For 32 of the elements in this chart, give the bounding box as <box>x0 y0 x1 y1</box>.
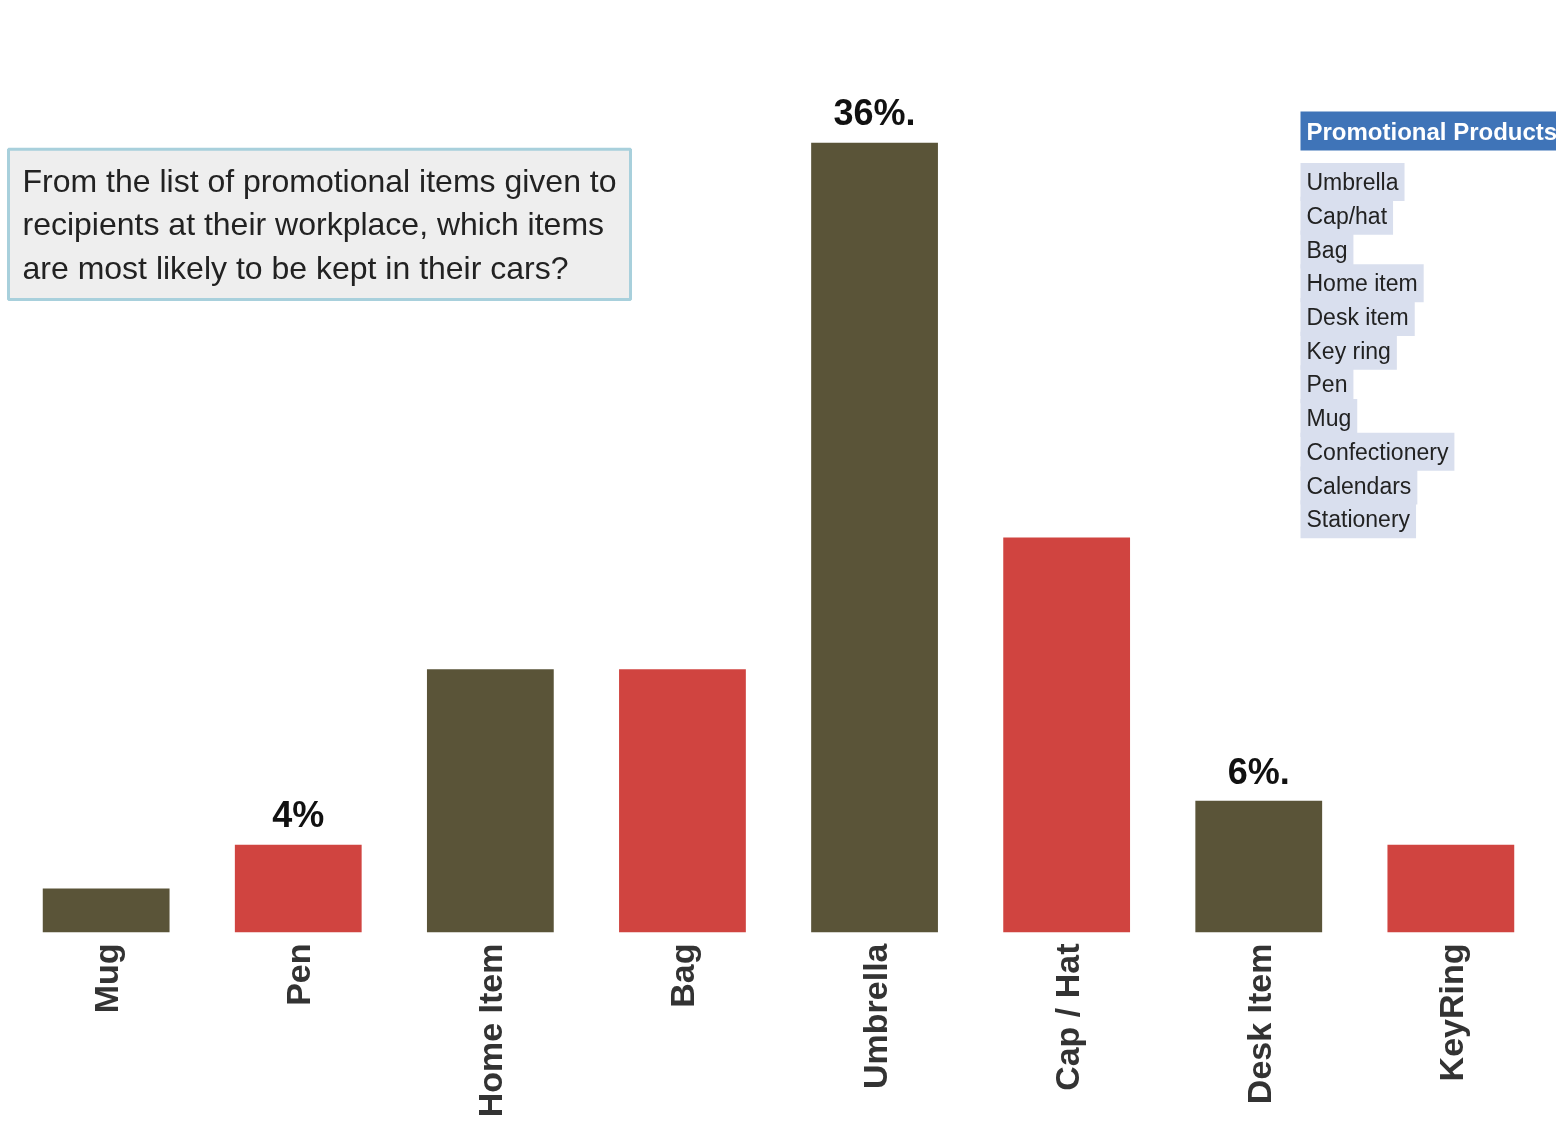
annotation: Desk item <box>1306 303 1409 330</box>
bar <box>811 142 938 933</box>
x-tick-label: Cap / Hat <box>1047 943 1086 1091</box>
bar <box>1003 537 1131 933</box>
x-tick-label: KeyRing <box>1431 943 1470 1082</box>
annotation: Cap/hat <box>1306 202 1388 229</box>
annotation: Bag <box>1306 236 1348 263</box>
x-tick-label: Desk Item <box>1239 943 1278 1105</box>
annotation: Mug <box>1306 405 1352 432</box>
annotation: Pen <box>1306 371 1348 398</box>
bar <box>426 669 554 933</box>
annotation: Key ring <box>1306 337 1391 364</box>
data-label: 36%. <box>833 92 916 134</box>
x-tick-label: Bag <box>663 943 702 1008</box>
x-tick-label: Mug <box>87 943 126 1014</box>
data-label: 6%. <box>1227 750 1290 792</box>
text: From the list of promotional items given to recipients at their workplace, which items are most likely to be kept in their cars? <box>22 163 617 286</box>
bar <box>1195 800 1323 933</box>
annotation: Umbrella <box>1306 169 1399 196</box>
x-tick-label: Home Item <box>471 943 510 1118</box>
annotation: Promotional Products <box>1306 117 1556 145</box>
data-label: 4% <box>272 794 325 836</box>
x-tick-label: Umbrella <box>855 942 894 1089</box>
bar <box>619 669 746 933</box>
bar <box>234 844 362 933</box>
annotation: Home item <box>1306 270 1418 297</box>
annotation: Calendars <box>1306 472 1412 499</box>
x-tick-label: Pen <box>279 943 318 1006</box>
annotation: Confectionery <box>1306 438 1449 465</box>
bar <box>1387 844 1515 933</box>
annotation: Stationery <box>1306 506 1411 533</box>
bar <box>42 888 170 933</box>
